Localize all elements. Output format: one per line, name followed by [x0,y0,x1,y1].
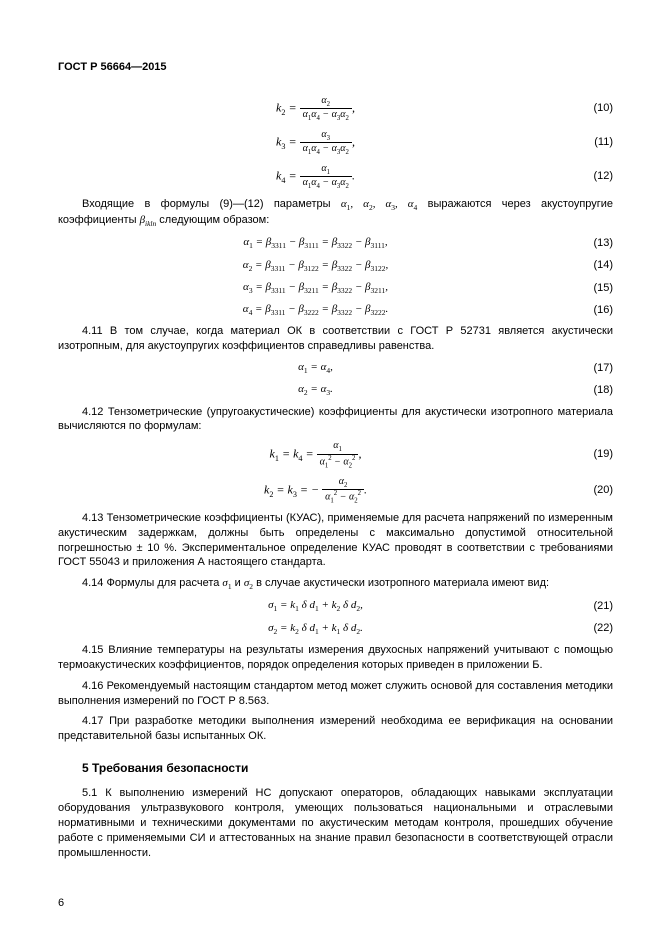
params-list: α1, α2, α3, α4 [341,198,417,210]
equation-number: (11) [573,135,613,150]
paragraph-4-17: 4.17 При разработке методики выполнения … [58,714,613,744]
equation-body: k1 = k4 = α1α12 − α22, [58,440,573,469]
equation-19: k1 = k4 = α1α12 − α22, (19) [58,440,613,469]
text-run: и [232,577,244,589]
equation-17: α1 = α4, (17) [58,360,613,376]
beta-subscript: ikln [145,219,156,228]
paragraph-4-16: 4.16 Рекомендуемый настоящим стандартом … [58,679,613,709]
equation-number: (22) [573,621,613,636]
equation-number: (15) [573,281,613,296]
document-page: ГОСТ Р 56664—2015 k2 = α2α1α4 − α3α2, (1… [0,0,661,935]
equation-15: α3 = β3311 − β3211 = β3322 − β3211, (15) [58,280,613,296]
paragraph-4-15: 4.15 Влияние температуры на результаты и… [58,643,613,673]
equation-number: (13) [573,236,613,251]
equation-body: k4 = α1α1α4 − α3α2. [58,163,573,191]
equation-body: σ2 = k2 δ d1 + k1 δ d2. [58,621,573,637]
page-number: 6 [58,896,64,911]
equation-number: (20) [573,483,613,498]
paragraph-4-14: 4.14 Формулы для расчета σ1 и σ2 в случа… [58,576,613,592]
equation-number: (18) [573,383,613,398]
equation-22: σ2 = k2 δ d1 + k1 δ d2. (22) [58,621,613,637]
doc-header: ГОСТ Р 56664—2015 [58,60,613,75]
equation-body: α1 = β3311 − β3111 = β3322 − β3111, [58,235,573,251]
equation-13: α1 = β3311 − β3111 = β3322 − β3111, (13) [58,235,613,251]
equation-number: (17) [573,361,613,376]
text-run: в случае акустически изотропного материа… [253,577,549,589]
equation-body: α1 = α4, [58,360,573,376]
paragraph-4-13: 4.13 Тензометрические коэффициенты (КУАС… [58,511,613,570]
equation-body: α4 = β3311 − β3222 = β3322 − β3222. [58,302,573,318]
paragraph-5-1: 5.1 К выполнению измерений НС допускают … [58,786,613,860]
equation-number: (19) [573,447,613,462]
equation-body: α2 = α3. [58,382,573,398]
equation-body: α3 = β3311 − β3211 = β3322 − β3211, [58,280,573,296]
text-run: Входящие в формулы (9)—(12) параметры [82,198,341,210]
paragraph-intro-alphas: Входящие в формулы (9)—(12) параметры α1… [58,197,613,230]
equation-number: (10) [573,101,613,116]
equation-body: k2 = k3 = − α2α12 − α22. [58,476,573,505]
equation-body: k3 = α3α1α4 − α3α2, [58,129,573,157]
equation-number: (21) [573,599,613,614]
equation-11: k3 = α3α1α4 − α3α2, (11) [58,129,613,157]
paragraph-4-11: 4.11 В том случае, когда материал ОК в с… [58,324,613,354]
equation-number: (14) [573,258,613,273]
section-5-title: 5 Требования безопасности [82,760,613,776]
text-run: следующим образом: [156,214,269,226]
equation-20: k2 = k3 = − α2α12 − α22. (20) [58,476,613,505]
equation-18: α2 = α3. (18) [58,382,613,398]
equation-number: (16) [573,303,613,318]
equation-body: α2 = β3311 − β3122 = β3322 − β3122, [58,258,573,274]
equation-16: α4 = β3311 − β3222 = β3322 − β3222. (16) [58,302,613,318]
equation-body: σ1 = k1 δ d1 + k2 δ d2, [58,598,573,614]
equation-body: k2 = α2α1α4 − α3α2, [58,95,573,123]
equation-14: α2 = β3311 − β3122 = β3322 − β3122, (14) [58,258,613,274]
equation-12: k4 = α1α1α4 − α3α2. (12) [58,163,613,191]
paragraph-4-12: 4.12 Тензометрические (упругоакустически… [58,405,613,435]
equation-21: σ1 = k1 δ d1 + k2 δ d2, (21) [58,598,613,614]
sigma1: σ1 [222,577,231,589]
text-run: 4.14 Формулы для расчета [82,577,222,589]
sigma2: σ2 [244,577,253,589]
equation-10: k2 = α2α1α4 − α3α2, (10) [58,95,613,123]
equation-number: (12) [573,169,613,184]
